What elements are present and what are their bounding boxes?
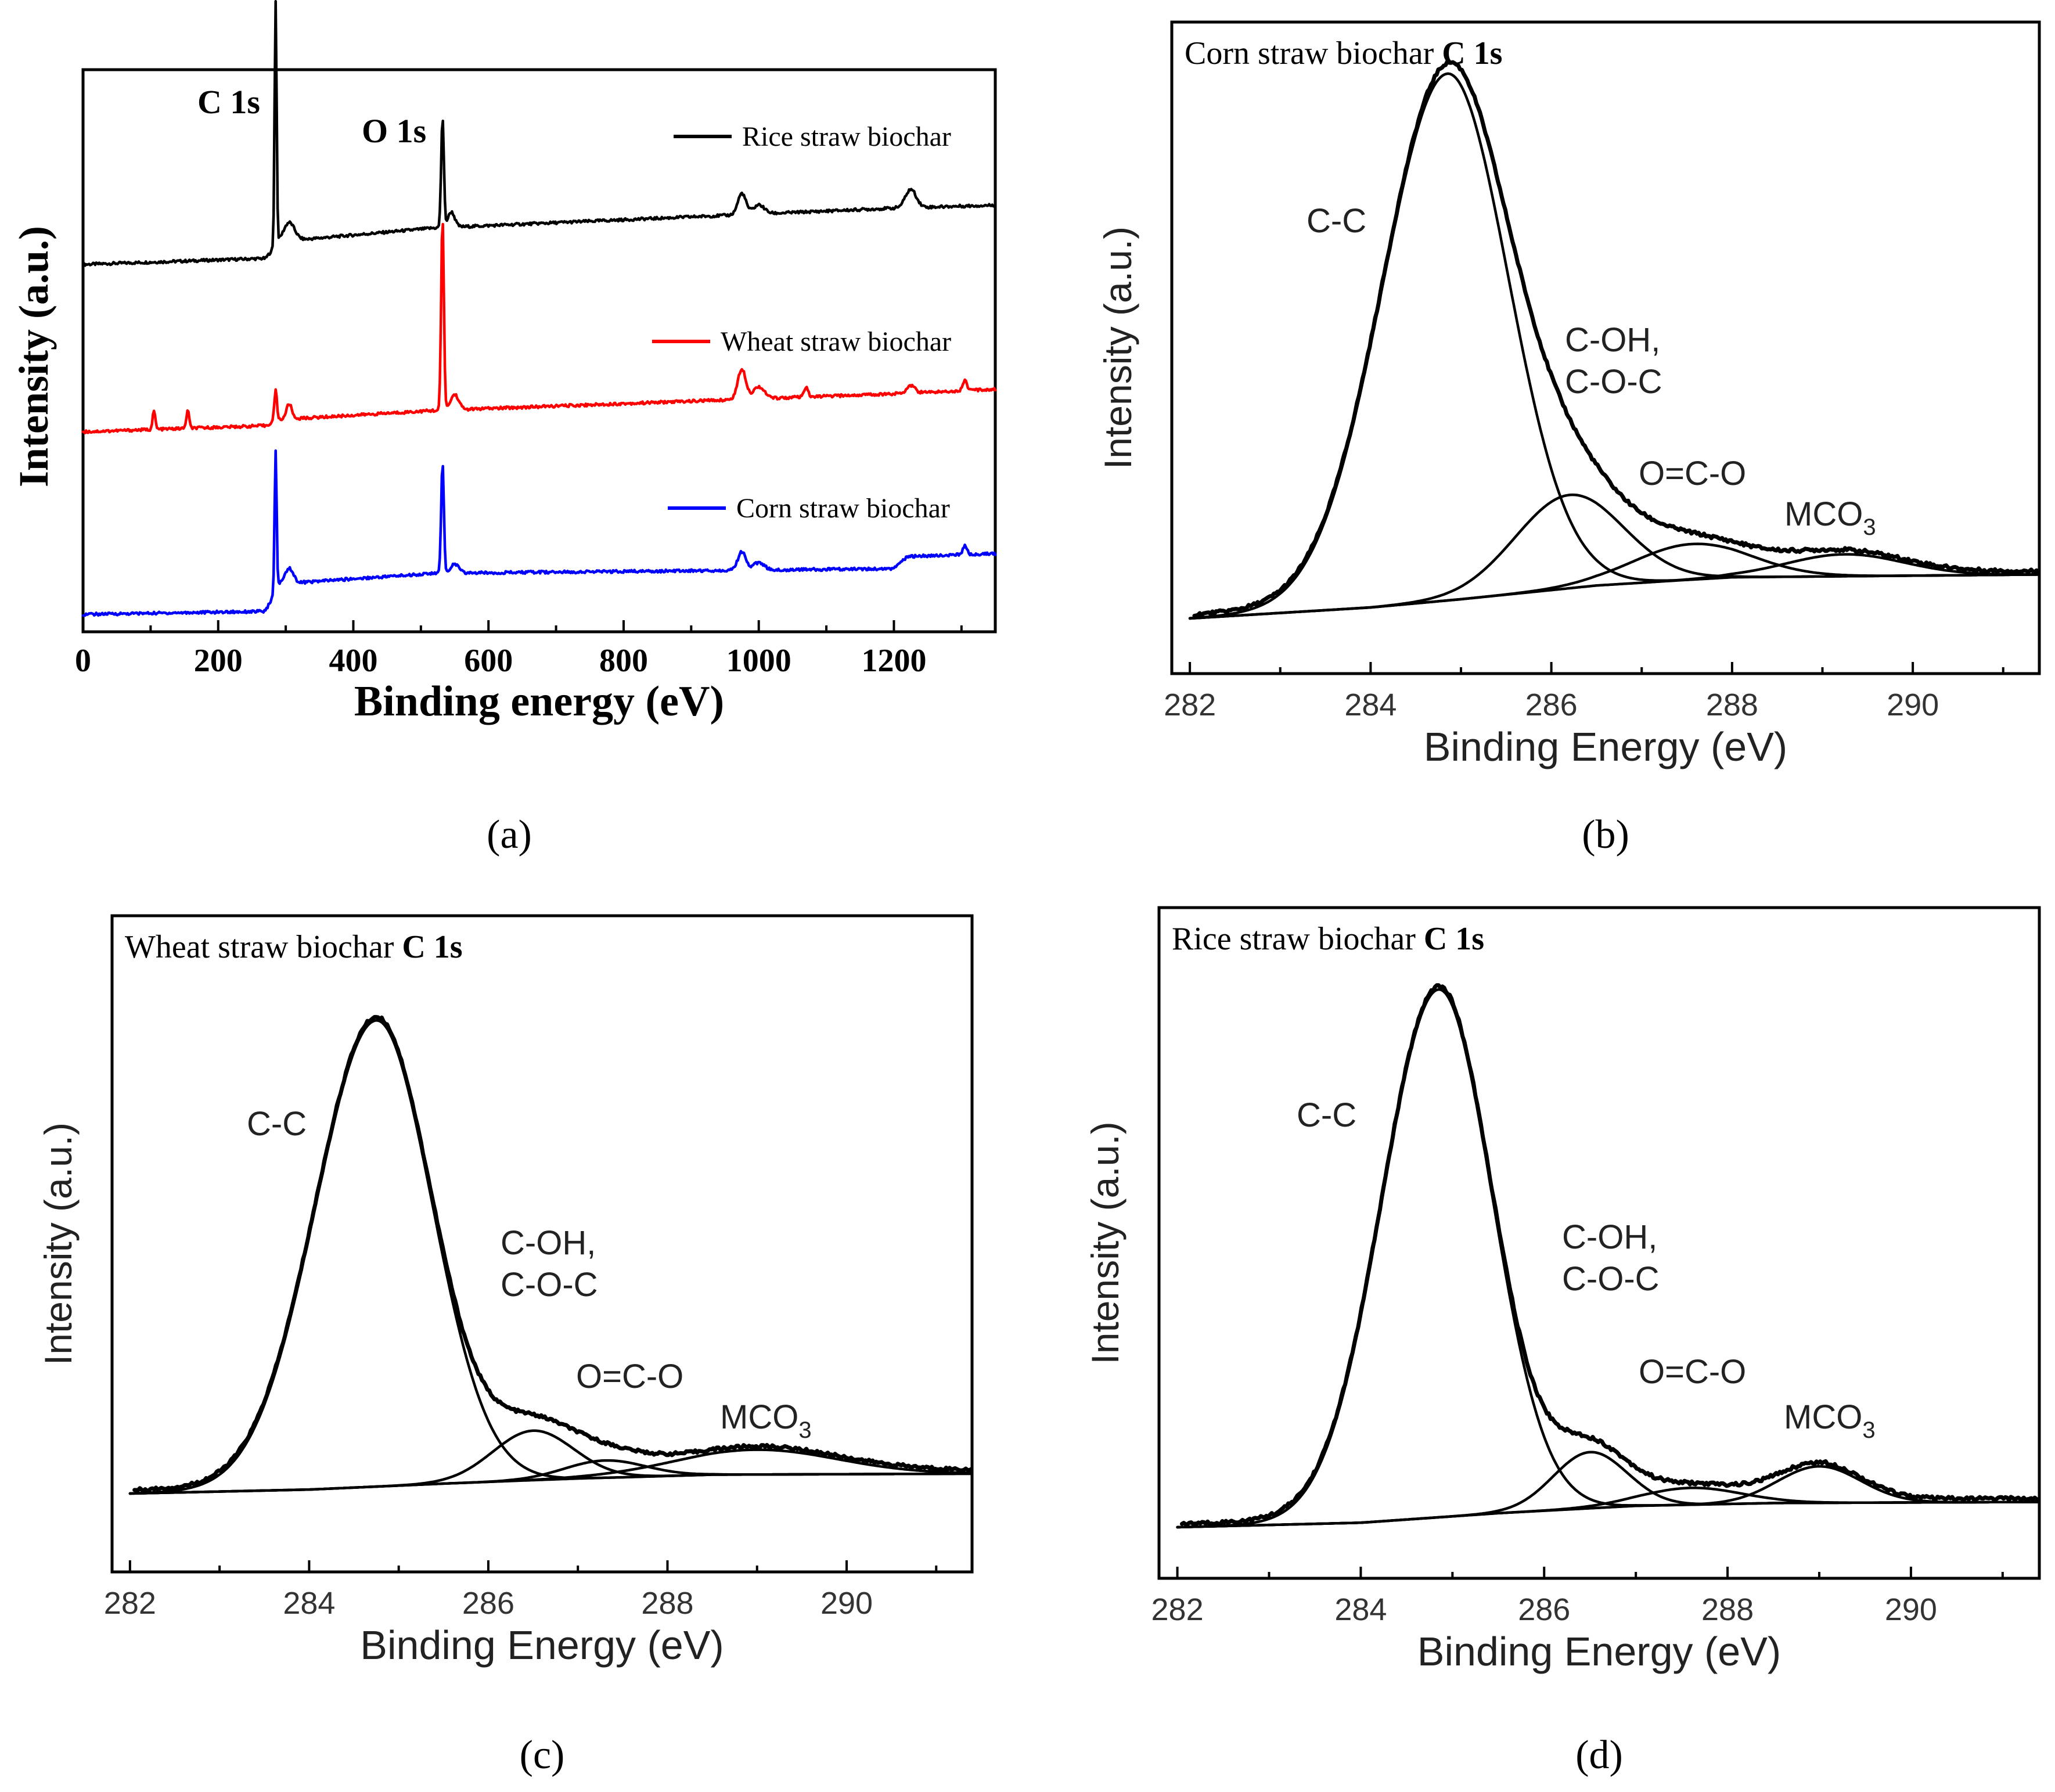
label-c-c: C-C — [1307, 202, 1366, 240]
panel-title-bold: C 1s — [402, 929, 462, 965]
panel-title-text: Rice straw biochar — [1172, 921, 1424, 957]
panel-b-xtick-label: 290 — [1887, 688, 1939, 722]
panel-title-bold: C 1s — [1424, 921, 1484, 957]
panel-c-xtick-label: 288 — [641, 1586, 693, 1621]
series-line-rice-straw-biochar — [81, 0, 997, 268]
panel-b-xtick-label: 288 — [1706, 688, 1758, 722]
label-mco3: MCO3 — [1784, 495, 1876, 540]
panel-a-xtick-label: 200 — [194, 643, 243, 679]
series-line-corn-straw-biochar — [81, 449, 997, 617]
component-line-1 — [128, 1429, 974, 1495]
panel-title-text: Corn straw biochar — [1185, 35, 1442, 71]
panel-d-xtick-label: 290 — [1885, 1592, 1937, 1627]
component-line-2 — [1188, 542, 2041, 620]
panel-b-frame — [1170, 20, 2041, 675]
mco3-subscript: 3 — [1862, 1417, 1875, 1443]
panel-b-xtick-label: 286 — [1525, 688, 1578, 722]
component-line-1 — [1188, 493, 2041, 620]
mco3-subscript: 3 — [798, 1417, 811, 1443]
legend-entry: Rice straw biochar — [742, 121, 951, 152]
mco3-main: MCO — [720, 1398, 798, 1436]
label-o-c-o: O=C-O — [576, 1358, 683, 1395]
peak-label-o1s: O 1s — [362, 112, 426, 150]
label-c-oh: C-OH, — [1565, 321, 1660, 359]
panel-a-frame — [81, 68, 997, 634]
label-mco3: MCO3 — [720, 1398, 812, 1443]
panel-c: 282 284 286 288 290 Binding Energy (eV) Intens… — [37, 914, 974, 1777]
series-line-wheat-straw-biochar — [81, 222, 997, 435]
legend-entry: Wheat straw biochar — [721, 326, 951, 357]
panel-c-xlabel: Binding Energy (eV) — [360, 1622, 724, 1668]
panel-a-xtick-label: 800 — [599, 643, 648, 679]
panel-b-title: Corn straw biochar C 1s — [1185, 35, 1502, 71]
caption-a: (a) — [487, 812, 532, 857]
panel-b-xlabel: Binding Energy (eV) — [1424, 724, 1787, 769]
panel-d-xlabel: Binding Energy (eV) — [1417, 1629, 1781, 1674]
panel-b: 282 284 286 288 290 Binding Energy (eV) Intens… — [1096, 20, 2041, 857]
panel-a-xtick-label: 0 — [75, 643, 91, 679]
panel-a-ylabel: Intensity (a.u.) — [10, 226, 57, 487]
mco3-main: MCO — [1784, 495, 1863, 533]
panel-a-xtick-label: 1200 — [861, 643, 926, 679]
envelope-line — [1180, 983, 2040, 1527]
label-o-c-o: O=C-O — [1639, 1353, 1746, 1391]
panel-c-xtick-label: 286 — [462, 1586, 514, 1621]
legend-entry: Corn straw biochar — [736, 493, 950, 524]
mco3-subscript: 3 — [1863, 514, 1876, 540]
label-c-c: C-C — [1297, 1096, 1356, 1134]
envelope-line — [132, 1014, 973, 1493]
panel-title-bold: C 1s — [1442, 35, 1502, 71]
panel-b-ylabel: Intensity (a.u.) — [1096, 226, 1139, 469]
component-line-3 — [1188, 553, 2041, 620]
label-c-oh: C-OH, — [501, 1224, 596, 1262]
label-c-c: C-C — [247, 1105, 307, 1143]
label-c-o-c: C-O-C — [501, 1266, 598, 1304]
panel-a-xtick-label: 400 — [329, 643, 377, 679]
panel-d-frame — [1157, 906, 2041, 1580]
panel-title-text: Wheat straw biochar — [125, 929, 402, 965]
panel-c-xtick-label: 284 — [283, 1586, 335, 1621]
panel-d-xtick-label: 282 — [1151, 1592, 1204, 1627]
panel-a-xtick-label: 600 — [464, 643, 513, 679]
panel-d-title: Rice straw biochar C 1s — [1172, 921, 1484, 957]
panel-a: 0 200 400 600 800 1000 1200 Binding energy (eV)… — [10, 0, 997, 857]
panel-a-xtick-label: 1000 — [726, 643, 791, 679]
panel-d-ylabel: Intensity (a.u.) — [1084, 1121, 1127, 1364]
caption-c: (c) — [520, 1733, 565, 1777]
panel-b-xtick-label: 284 — [1344, 688, 1397, 722]
panel-d-xtick-label: 286 — [1518, 1592, 1570, 1627]
panel-c-xtick-label: 282 — [104, 1586, 156, 1621]
envelope-line — [1192, 59, 2040, 618]
label-o-c-o: O=C-O — [1639, 455, 1746, 492]
label-c-oh: C-OH, — [1562, 1218, 1657, 1256]
panel-d-xtick-label: 284 — [1334, 1592, 1387, 1627]
component-line-3 — [128, 1448, 974, 1495]
label-c-o-c: C-O-C — [1562, 1260, 1660, 1298]
label-mco3: MCO3 — [1784, 1398, 1876, 1443]
panel-d: 282 284 286 288 290 Binding Energy (eV) Intens… — [1084, 906, 2041, 1777]
panel-c-title: Wheat straw biochar C 1s — [125, 929, 463, 965]
panel-a-xlabel: Binding energy (eV) — [354, 678, 724, 725]
panel-c-xtick-label: 290 — [820, 1586, 873, 1621]
panel-b-xtick-label: 282 — [1164, 688, 1216, 722]
panel-d-xtick-label: 288 — [1701, 1592, 1754, 1627]
mco3-main: MCO — [1784, 1398, 1862, 1436]
label-c-o-c: C-O-C — [1565, 363, 1662, 401]
panel-c-ylabel: Intensity (a.u.) — [37, 1122, 80, 1365]
caption-d: (d) — [1575, 1733, 1623, 1777]
peak-label-c1s: C 1s — [197, 83, 260, 121]
panel-c-frame — [110, 914, 974, 1574]
caption-b: (b) — [1582, 812, 1629, 857]
